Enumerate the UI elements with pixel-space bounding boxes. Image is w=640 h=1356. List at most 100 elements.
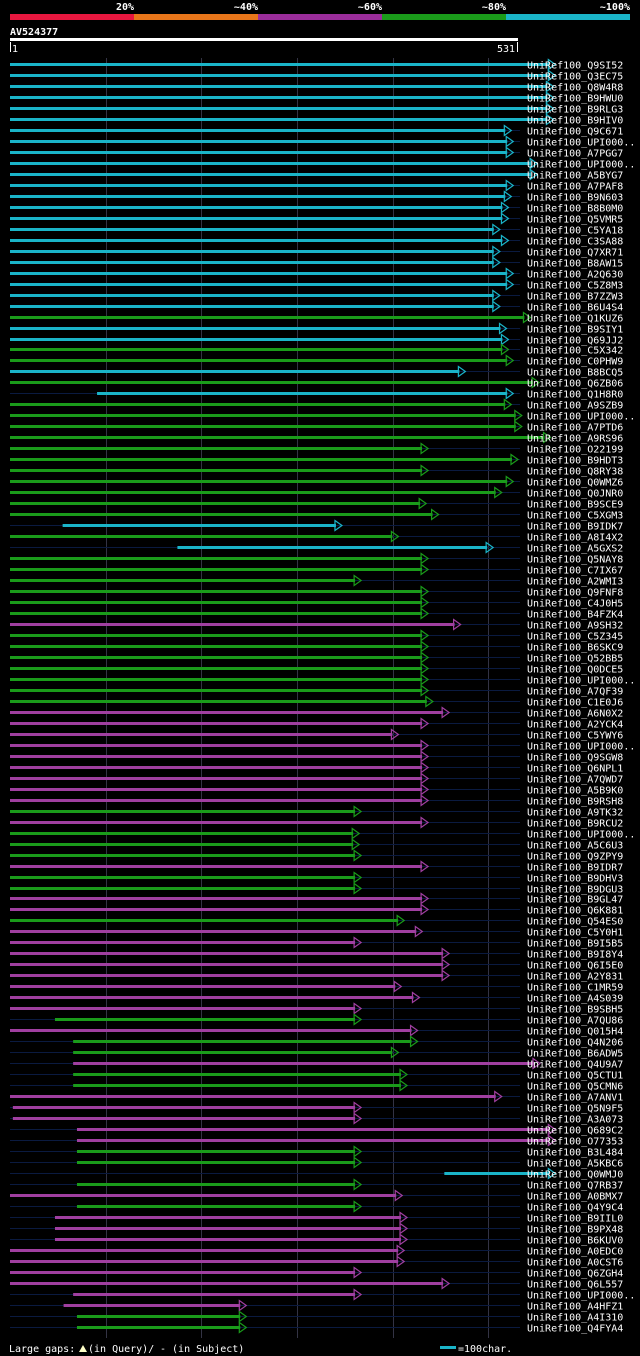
hit-name[interactable]: UniRef100_Q6L557 <box>527 1280 623 1291</box>
hit-name[interactable]: UniRef100_A9TK32 <box>527 808 623 819</box>
hit-row[interactable]: UniRef100_Q4FYA4 <box>10 1321 623 1335</box>
hit-row[interactable]: UniRef100_C1MR59 <box>10 980 623 994</box>
hit-row[interactable]: UniRef100_Q5CTU1 <box>10 1068 623 1082</box>
hit-bar[interactable] <box>10 436 545 439</box>
hit-name[interactable]: UniRef100_C3SA88 <box>527 237 623 248</box>
hit-row[interactable]: UniRef100_B9DGU3 <box>10 882 623 896</box>
hit-bar[interactable] <box>76 1315 241 1318</box>
hit-row[interactable]: UniRef100_B8B0M0 <box>10 201 623 215</box>
hit-row[interactable]: UniRef100_A5KBC6 <box>10 1156 623 1170</box>
hit-bar[interactable] <box>10 425 516 428</box>
hit-bar[interactable] <box>10 206 503 209</box>
hit-row[interactable]: UniRef100_B6ADW5 <box>10 1046 623 1060</box>
hit-bar[interactable] <box>10 85 548 88</box>
hit-bar[interactable] <box>10 930 417 933</box>
hit-bar[interactable] <box>10 403 506 406</box>
hit-row[interactable]: UniRef100_A2YCK4 <box>10 717 623 731</box>
hit-bar[interactable] <box>10 689 423 692</box>
hit-name[interactable]: UniRef100_C5Z345 <box>527 632 623 643</box>
hit-row[interactable]: UniRef100_Q689C2 <box>10 1123 623 1137</box>
hit-bar[interactable] <box>10 843 354 846</box>
hit-row[interactable]: UniRef100_B9SBH5 <box>10 1002 623 1016</box>
hit-bar[interactable] <box>10 184 508 187</box>
hit-name[interactable]: UniRef100_Q69JJ2 <box>527 336 623 347</box>
hit-row[interactable]: UniRef100_Q9ZPY9 <box>10 849 623 863</box>
hit-name[interactable]: UniRef100_B4FZK4 <box>527 610 623 621</box>
hit-row[interactable]: UniRef100_B9RCU2 <box>10 816 623 830</box>
hit-name[interactable]: UniRef100_B9RLG3 <box>527 105 623 116</box>
hit-bar[interactable] <box>76 1183 356 1186</box>
hit-bar[interactable] <box>10 952 444 955</box>
hit-name[interactable]: UniRef100_A7PAF8 <box>527 182 623 193</box>
hit-name[interactable]: UniRef100_B8B0M0 <box>527 204 623 215</box>
hit-name[interactable]: UniRef100_O22199 <box>527 445 623 456</box>
hit-name[interactable]: UniRef100_C4J0H5 <box>527 599 623 610</box>
hit-bar[interactable] <box>10 261 494 264</box>
hit-bar[interactable] <box>10 568 423 571</box>
hit-bar[interactable] <box>10 118 548 121</box>
hit-bar[interactable] <box>54 1227 402 1230</box>
hit-name[interactable]: UniRef100_UPI000.. <box>527 676 635 687</box>
hit-name[interactable]: UniRef100_Q5CTU1 <box>527 1071 623 1082</box>
hit-bar[interactable] <box>10 458 512 461</box>
hit-bar[interactable] <box>54 1216 402 1219</box>
hit-row[interactable]: UniRef100_Q5N9F5 <box>10 1101 623 1115</box>
hit-row[interactable]: UniRef100_B9RSH8 <box>10 794 623 808</box>
hit-name[interactable]: UniRef100_B6U4S4 <box>527 303 623 314</box>
hit-bar[interactable] <box>10 74 550 77</box>
hit-row[interactable]: UniRef100_Q5VMR5 <box>10 212 623 226</box>
hit-row[interactable]: UniRef100_UPI000.. <box>10 739 635 753</box>
hit-row[interactable]: UniRef100_B9GL47 <box>10 892 623 906</box>
hit-name[interactable]: UniRef100_B9HWU0 <box>527 94 623 105</box>
hit-bar[interactable] <box>73 1073 402 1076</box>
hit-bar[interactable] <box>10 887 356 890</box>
hit-name[interactable]: UniRef100_B8AW15 <box>527 259 623 270</box>
hit-row[interactable]: UniRef100_A5C6U3 <box>10 838 623 852</box>
hit-name[interactable]: UniRef100_Q0WMJ0 <box>527 1170 623 1181</box>
hit-row[interactable]: UniRef100_B9N603 <box>10 190 623 204</box>
hit-row[interactable]: UniRef100_Q4U9A7 <box>10 1057 623 1071</box>
hit-name[interactable]: UniRef100_Q4N206 <box>527 1038 623 1049</box>
hit-row[interactable]: UniRef100_UPI000.. <box>10 157 635 171</box>
hit-name[interactable]: UniRef100_A9SZB9 <box>527 401 623 412</box>
hit-name[interactable]: UniRef100_B9N603 <box>527 193 623 204</box>
hit-row[interactable]: UniRef100_B6KUV0 <box>10 1233 623 1247</box>
hit-bar[interactable] <box>10 1249 399 1252</box>
hit-row[interactable]: UniRef100_B6U4S4 <box>10 300 623 314</box>
hit-bar[interactable] <box>73 1293 356 1296</box>
hit-row[interactable]: UniRef100_A8I4X2 <box>10 530 623 544</box>
hit-name[interactable]: UniRef100_Q1H8R0 <box>527 390 623 401</box>
hit-bar[interactable] <box>10 535 393 538</box>
hit-bar[interactable] <box>10 502 421 505</box>
hit-bar[interactable] <box>54 1018 356 1021</box>
hit-bar[interactable] <box>10 140 508 143</box>
hit-row[interactable]: UniRef100_C4J0H5 <box>10 596 623 610</box>
hit-row[interactable]: UniRef100_C5Z8M3 <box>10 278 623 292</box>
hit-row[interactable]: UniRef100_B9I8Y4 <box>10 947 623 961</box>
hit-name[interactable]: UniRef100_A2WMI3 <box>527 577 623 588</box>
hit-bar[interactable] <box>76 1326 241 1329</box>
hit-name[interactable]: UniRef100_Q9C671 <box>527 127 623 138</box>
hit-name[interactable]: UniRef100_Q4Y9C4 <box>527 1203 623 1214</box>
hit-name[interactable]: UniRef100_A7QF39 <box>527 687 623 698</box>
hit-bar[interactable] <box>10 96 548 99</box>
hit-row[interactable]: UniRef100_C0PHW9 <box>10 354 623 368</box>
hit-bar[interactable] <box>10 623 455 626</box>
hit-name[interactable]: UniRef100_A5B9K0 <box>527 786 623 797</box>
hit-name[interactable]: UniRef100_Q0WMZ6 <box>527 478 623 489</box>
hit-name[interactable]: UniRef100_UPI000.. <box>527 160 635 171</box>
hit-bar[interactable] <box>10 1095 496 1098</box>
hit-name[interactable]: UniRef100_Q8RY38 <box>527 467 623 478</box>
hit-name[interactable]: UniRef100_Q0JNR0 <box>527 489 623 500</box>
hit-bar[interactable] <box>54 1238 402 1241</box>
hit-name[interactable]: UniRef100_A2Y831 <box>527 972 623 983</box>
hit-bar[interactable] <box>10 722 423 725</box>
hit-name[interactable]: UniRef100_Q9FNF8 <box>527 588 623 599</box>
hit-name[interactable]: UniRef100_Q7RB37 <box>527 1181 623 1192</box>
hit-row[interactable]: UniRef100_Q9FNF8 <box>10 585 623 599</box>
hit-row[interactable]: UniRef100_A2Q630 <box>10 267 623 281</box>
hit-row[interactable]: UniRef100_A0BMX7 <box>10 1189 623 1203</box>
hit-row[interactable]: UniRef100_B9HDT3 <box>10 453 623 467</box>
hit-bar[interactable] <box>10 985 396 988</box>
hit-bar[interactable] <box>10 162 532 165</box>
